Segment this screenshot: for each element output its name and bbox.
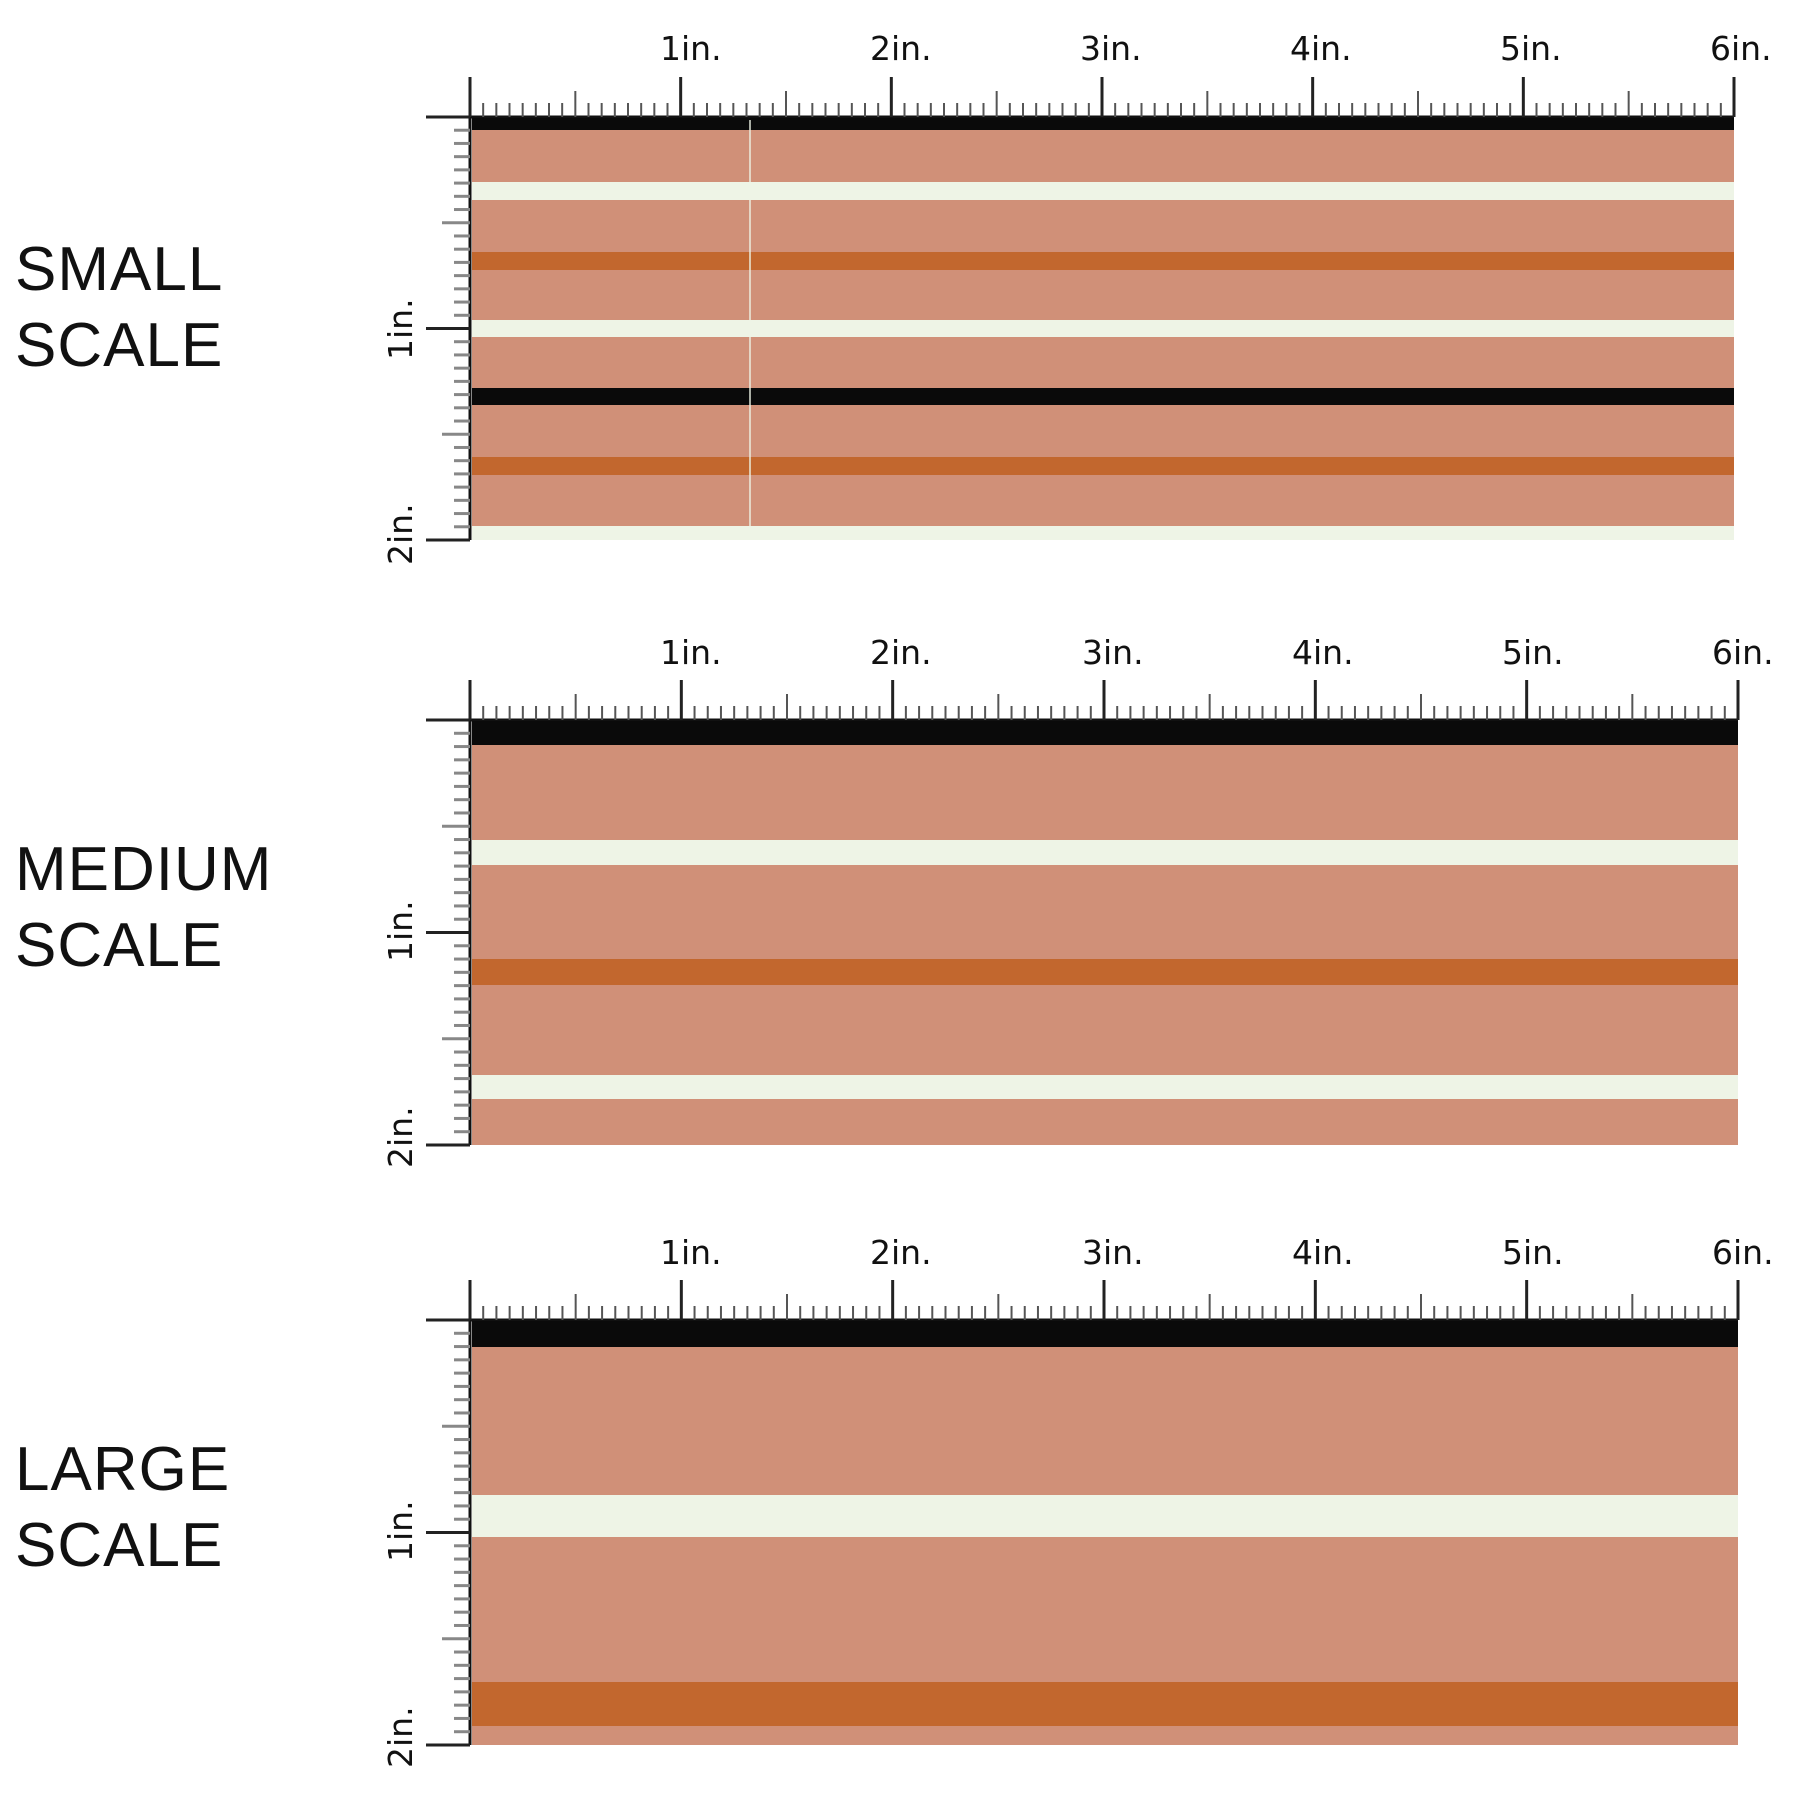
large-black-stripe-top [472,1321,1738,1347]
large-rust-stripe [472,1682,1738,1726]
medium-scale-label-line2: SCALE [15,911,224,980]
small-rust-stripe [472,252,1734,270]
large-vruler-label-2in: 2in. [381,1706,420,1768]
medium-cream-stripe [472,1075,1738,1099]
medium-ruler-label-4in: 4in. [1292,633,1354,672]
large-scale-label: LARGE SCALE [15,1432,230,1584]
medium-ruler-label-3in: 3in. [1082,633,1144,672]
small-scale-label: SMALL SCALE [15,232,223,384]
small-fabric-pattern [472,118,1734,540]
large-fabric-pattern [472,1321,1738,1745]
medium-horizontal-ruler: 1in. 2in. 3in. 4in. 5in. 6in. [468,633,1774,722]
small-scale-swatch: 1in. 2in. 3in. 4in. 5in. 6in. 1in. 2in. [381,29,1772,565]
small-rust-stripe [472,457,1734,475]
large-ruler-label-6in: 6in. [1712,1233,1774,1272]
small-vruler-label-1in: 1in. [381,298,420,360]
small-horizontal-ruler: 1in. 2in. 3in. 4in. 5in. 6in. [468,29,1772,119]
small-scale-label-line1: SMALL [15,235,224,304]
large-ruler-label-5in: 5in. [1502,1233,1564,1272]
small-vertical-ruler: 1in. 2in. [381,115,472,565]
large-cream-stripe [472,1495,1738,1537]
large-scale-label-line2: SCALE [15,1511,224,1580]
small-cream-stripe [472,526,1734,540]
medium-scale-swatch: 1in. 2in. 3in. 4in. 5in. 6in. 1in. 2in. [381,633,1774,1168]
large-horizontal-ruler: 1in. 2in. 3in. 4in. 5in. 6in. [468,1233,1774,1322]
medium-scale-label-line1: MEDIUM [15,835,273,904]
small-cream-stripe [472,182,1734,200]
small-ruler-label-4in: 4in. [1290,29,1352,68]
small-scale-label-line2: SCALE [15,311,224,380]
small-ruler-label-2in: 2in. [870,29,932,68]
small-ruler-label-1in: 1in. [660,29,722,68]
large-vertical-ruler: 1in. 2in. [381,1318,472,1768]
small-cream-stripe [472,320,1734,337]
medium-ruler-label-1in: 1in. [660,633,722,672]
medium-vertical-ruler: 1in. 2in. [381,718,472,1168]
small-black-stripe-top [472,118,1734,130]
medium-black-stripe-top [472,721,1738,745]
large-ruler-label-4in: 4in. [1292,1233,1354,1272]
medium-ruler-label-6in: 6in. [1712,633,1774,672]
large-scale-label-line1: LARGE [15,1435,231,1504]
large-vruler-label-1in: 1in. [381,1500,420,1562]
medium-cream-stripe [472,840,1738,865]
small-black-stripe [472,388,1734,405]
small-ruler-label-3in: 3in. [1080,29,1142,68]
large-ruler-label-1in: 1in. [660,1233,722,1272]
large-scale-swatch: 1in. 2in. 3in. 4in. 5in. 6in. 1in. 2in. [381,1233,1774,1768]
medium-rust-stripe [472,959,1738,985]
medium-fabric-pattern [472,721,1738,1145]
medium-vruler-label-1in: 1in. [381,900,420,962]
small-ruler-label-6in: 6in. [1710,29,1772,68]
medium-vruler-label-2in: 2in. [381,1106,420,1168]
medium-scale-label: MEDIUM SCALE [15,832,272,984]
large-ruler-label-2in: 2in. [870,1233,932,1272]
medium-ruler-label-2in: 2in. [870,633,932,672]
small-ruler-label-5in: 5in. [1500,29,1562,68]
large-ruler-label-3in: 3in. [1082,1233,1144,1272]
small-vruler-label-2in: 2in. [381,503,420,565]
medium-ruler-label-5in: 5in. [1502,633,1564,672]
